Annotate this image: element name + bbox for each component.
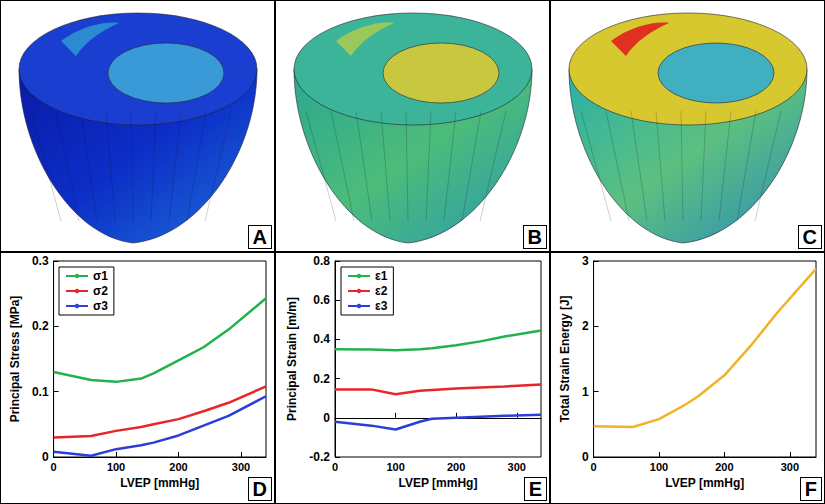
svg-text:100: 100 [650,461,668,473]
svg-text:LVEP [mmHg]: LVEP [mmHg] [120,476,199,490]
svg-text:1: 1 [582,385,589,399]
svg-text:300: 300 [232,461,250,473]
svg-text:Principal Stress [MPa]: Principal Stress [MPa] [8,296,22,423]
svg-text:100: 100 [107,461,125,473]
svg-text:0.1: 0.1 [32,385,49,399]
svg-text:0.3: 0.3 [32,254,49,268]
svg-text:ε3: ε3 [375,299,388,313]
svg-text:0.8: 0.8 [313,254,330,268]
svg-text:200: 200 [447,461,465,473]
svg-text:0: 0 [42,450,49,464]
svg-text:300: 300 [781,461,799,473]
html-text:C: C [802,226,817,248]
svg-text:0: 0 [323,411,330,425]
svg-text:0: 0 [591,461,597,473]
svg-text:σ3: σ3 [93,299,108,313]
svg-text:0: 0 [51,461,57,473]
svg-text:3: 3 [582,254,589,268]
svg-text:100: 100 [386,461,404,473]
svg-text:2: 2 [582,319,589,333]
svg-text:Principal Strain [m/m]: Principal Strain [m/m] [285,297,299,421]
svg-text:0: 0 [582,450,589,464]
svg-text:0.4: 0.4 [313,332,330,346]
svg-text:200: 200 [715,461,733,473]
svg-text:σ1: σ1 [93,269,108,283]
svg-text:ε1: ε1 [375,269,388,283]
svg-text:-0.2: -0.2 [309,450,330,464]
svg-text:ε2: ε2 [375,284,388,298]
svg-text:LVEP [mmHg]: LVEP [mmHg] [399,476,478,490]
svg-text:Total Strain Energy [J]: Total Strain Energy [J] [558,295,572,422]
svg-text:200: 200 [169,461,187,473]
svg-text:300: 300 [508,461,526,473]
svg-text:σ2: σ2 [93,284,108,298]
svg-text:0: 0 [332,461,338,473]
html-text:E: E [528,478,542,500]
svg-text:0.2: 0.2 [313,372,330,386]
html-text:F: F [804,478,817,500]
html-text:B: B [527,226,542,248]
html-text:A: A [252,226,267,248]
html-text:D: D [252,478,267,500]
svg-text:0.2: 0.2 [32,319,49,333]
svg-text:LVEP [mmHg]: LVEP [mmHg] [665,476,744,490]
svg-text:0.6: 0.6 [313,293,330,307]
